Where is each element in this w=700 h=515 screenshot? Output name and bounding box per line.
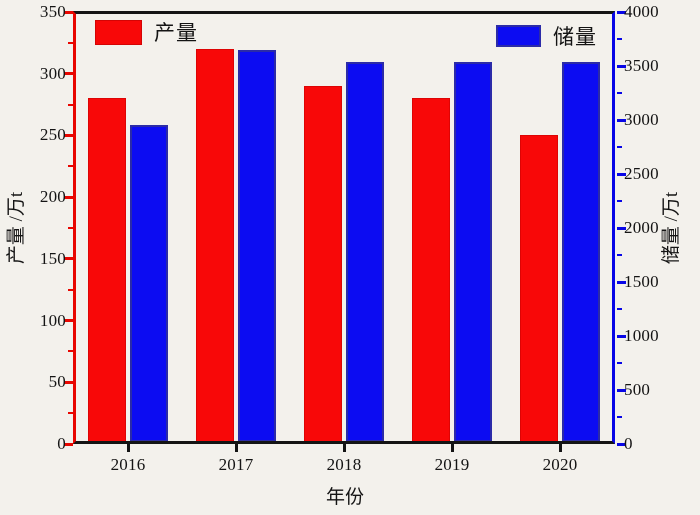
y-left-major-tick-0 [64,442,73,446]
y-right-minor-tick-250 [617,416,622,418]
legend-swatch-reserves [496,25,541,47]
y-right-minor-tick-3250 [617,92,622,94]
x-tick-label-2018: 2018 [326,455,362,474]
bar-production-2016 [88,98,126,442]
legend-item-reserves: 储量 [496,21,597,51]
y-left-minor-tick-25 [68,412,73,415]
bar-reserves-2019 [454,61,492,442]
x-tick-2019 [450,444,454,452]
y-right-major-tick-4000 [617,10,626,14]
y-left-tick-label-150: 150 [39,248,66,268]
y-right-tick-label-1500: 1500 [624,272,659,291]
y-right-major-tick-1000 [617,334,626,338]
y-right-major-tick-3500 [617,64,626,68]
y-left-tick-label-50: 50 [48,372,66,392]
y-left-minor-tick-325 [68,41,73,44]
y-left-major-tick-100 [64,319,73,323]
legend-label-reserves: 储量 [553,25,597,49]
y-right-major-tick-1500 [617,280,626,284]
y-right-tick-label-3000: 3000 [624,110,659,129]
bar-production-2018 [304,86,342,442]
y-right-tick-label-500: 500 [624,380,651,399]
legend-label-production: 产量 [154,21,198,45]
x-tick-label-2019: 2019 [434,455,470,474]
y-left-minor-tick-125 [68,288,73,291]
y-right-tick-label-4000: 4000 [624,2,659,21]
plot-frame [73,11,615,444]
y-left-minor-tick-225 [68,165,73,168]
y-right-minor-tick-1250 [617,308,622,310]
y-right-minor-tick-750 [617,362,622,364]
y-right-tick-label-0: 0 [624,434,633,453]
x-tick-2016 [126,444,130,452]
x-tick-2017 [234,444,238,452]
y-left-minor-tick-275 [68,103,73,106]
y-right-minor-tick-1750 [617,254,622,256]
y-right-minor-tick-2750 [617,146,622,148]
bar-production-2019 [412,98,450,442]
legend-swatch-production [95,19,142,45]
y-left-minor-tick-75 [68,350,73,353]
y-left-tick-label-250: 250 [39,125,66,145]
y-right-minor-tick-2250 [617,200,622,202]
y-left-major-tick-50 [64,380,73,384]
legend-item-production: 产量 [95,17,198,47]
y-left-major-tick-200 [64,195,73,199]
y-left-tick-label-200: 200 [39,187,66,207]
y-left-major-tick-300 [64,72,73,76]
y-left-tick-label-300: 300 [39,63,66,83]
y-left-minor-tick-175 [68,227,73,229]
y-right-major-tick-2500 [617,172,626,176]
bar-reserves-2018 [346,61,384,442]
bar-production-2020 [520,135,558,442]
y-left-major-tick-250 [64,133,73,137]
y-axis-title-right: 储量 /万t [661,191,682,265]
y-axis-title-left: 产量 /万t [6,191,27,265]
y-right-tick-label-2500: 2500 [624,164,659,183]
y-left-major-tick-150 [64,257,73,261]
y-right-major-tick-500 [617,388,626,392]
y-left-tick-label-100: 100 [39,310,66,330]
y-right-tick-label-2000: 2000 [624,218,659,237]
y-right-major-tick-3000 [617,118,626,122]
x-tick-label-2016: 2016 [110,455,146,474]
x-tick-label-2020: 2020 [542,455,578,474]
x-tick-2018 [342,444,346,452]
x-tick-2020 [558,444,562,452]
bar-reserves-2020 [562,61,600,442]
y-right-tick-label-1000: 1000 [624,326,659,345]
bar-reserves-2017 [238,49,276,442]
y-left-major-tick-350 [64,10,73,14]
y-left-tick-label-350: 350 [39,2,66,21]
x-axis-title: 年份 [325,487,364,508]
y-right-tick-label-3500: 3500 [624,56,659,75]
y-right-major-tick-0 [617,442,626,446]
y-left-tick-label-0: 0 [57,434,66,453]
bar-reserves-2016 [130,125,168,442]
y-right-minor-tick-3750 [617,38,622,40]
y-right-major-tick-2000 [617,226,626,230]
x-tick-label-2017: 2017 [218,455,254,474]
